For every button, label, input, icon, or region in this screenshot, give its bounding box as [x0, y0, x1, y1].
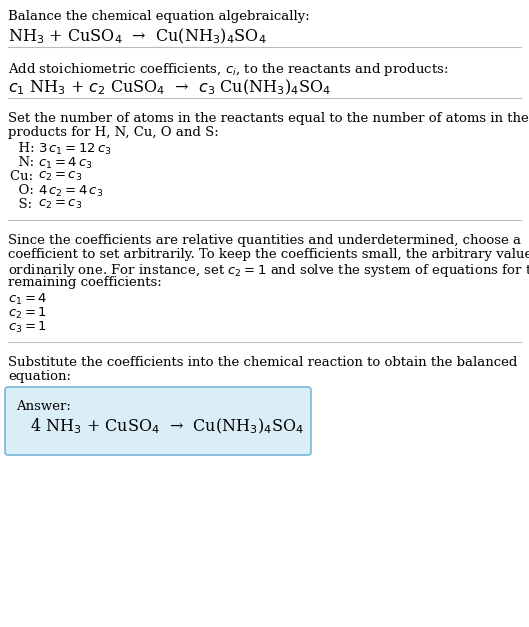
Text: remaining coefficients:: remaining coefficients: — [8, 276, 162, 289]
Text: $c_2 = 1$: $c_2 = 1$ — [8, 306, 47, 321]
Text: H:: H: — [10, 142, 43, 155]
Text: Since the coefficients are relative quantities and underdetermined, choose a: Since the coefficients are relative quan… — [8, 234, 521, 247]
Text: Balance the chemical equation algebraically:: Balance the chemical equation algebraica… — [8, 10, 310, 23]
Text: N:: N: — [10, 156, 43, 169]
Text: Cu:: Cu: — [10, 170, 42, 183]
Text: NH$_3$ + CuSO$_4$  →  Cu(NH$_3$)$_4$SO$_4$: NH$_3$ + CuSO$_4$ → Cu(NH$_3$)$_4$SO$_4$ — [8, 27, 267, 46]
Text: $c_2 = c_3$: $c_2 = c_3$ — [38, 170, 82, 183]
Text: $c_2 = c_3$: $c_2 = c_3$ — [38, 198, 82, 211]
Text: equation:: equation: — [8, 370, 71, 383]
Text: $3\,c_1 = 12\,c_3$: $3\,c_1 = 12\,c_3$ — [38, 142, 112, 157]
Text: $c_1$ NH$_3$ + $c_2$ CuSO$_4$  →  $c_3$ Cu(NH$_3$)$_4$SO$_4$: $c_1$ NH$_3$ + $c_2$ CuSO$_4$ → $c_3$ Cu… — [8, 78, 331, 97]
Text: $c_3 = 1$: $c_3 = 1$ — [8, 320, 47, 335]
Text: ordinarily one. For instance, set $c_2 = 1$ and solve the system of equations fo: ordinarily one. For instance, set $c_2 =… — [8, 262, 529, 279]
Text: products for H, N, Cu, O and S:: products for H, N, Cu, O and S: — [8, 126, 219, 139]
Text: Answer:: Answer: — [16, 400, 71, 413]
Text: coefficient to set arbitrarily. To keep the coefficients small, the arbitrary va: coefficient to set arbitrarily. To keep … — [8, 248, 529, 261]
FancyBboxPatch shape — [5, 387, 311, 455]
Text: $c_1 = 4$: $c_1 = 4$ — [8, 292, 48, 307]
Text: O:: O: — [10, 184, 42, 197]
Text: Add stoichiometric coefficients, $c_i$, to the reactants and products:: Add stoichiometric coefficients, $c_i$, … — [8, 61, 449, 78]
Text: 4 NH$_3$ + CuSO$_4$  →  Cu(NH$_3$)$_4$SO$_4$: 4 NH$_3$ + CuSO$_4$ → Cu(NH$_3$)$_4$SO$_… — [30, 417, 304, 436]
Text: S:: S: — [10, 198, 41, 211]
Text: Set the number of atoms in the reactants equal to the number of atoms in the: Set the number of atoms in the reactants… — [8, 112, 529, 125]
Text: Substitute the coefficients into the chemical reaction to obtain the balanced: Substitute the coefficients into the che… — [8, 356, 517, 369]
Text: $4\,c_2 = 4\,c_3$: $4\,c_2 = 4\,c_3$ — [38, 184, 103, 199]
Text: $c_1 = 4\,c_3$: $c_1 = 4\,c_3$ — [38, 156, 93, 171]
